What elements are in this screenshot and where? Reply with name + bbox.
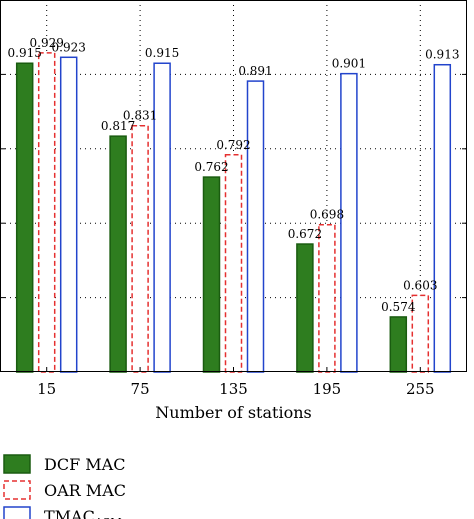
bar-dcf-mac-15 xyxy=(15,62,34,373)
bars xyxy=(15,52,452,373)
x-axis-ticks: 15 75 135 195 255 xyxy=(37,367,435,398)
bar-dcf-mac-255 xyxy=(389,316,408,373)
legend-swatch xyxy=(3,480,31,500)
data-label: 0.915 xyxy=(145,46,179,60)
data-label: 0.762 xyxy=(194,160,228,174)
data-label: 0.792 xyxy=(216,138,250,152)
legend-label: TMACASM xyxy=(44,507,122,519)
bar-tmac-135 xyxy=(246,80,265,373)
bar-tmac-195 xyxy=(340,72,358,373)
x-tick-label: 195 xyxy=(313,380,342,398)
x-tick-label: 15 xyxy=(37,380,56,398)
data-label: 0.891 xyxy=(238,64,272,78)
data-label: 0.901 xyxy=(332,57,366,71)
data-label: 0.817 xyxy=(101,119,135,133)
data-label: 0.698 xyxy=(310,208,344,222)
x-axis-title: Number of stations xyxy=(155,403,311,422)
bar-tmac-15 xyxy=(59,56,78,373)
legend-label: OAR MAC xyxy=(44,481,126,500)
x-tick-label: 75 xyxy=(131,380,150,398)
x-tick-label: 135 xyxy=(219,380,248,398)
bar-oar-mac-195 xyxy=(318,223,336,373)
legend-label: DCF MAC xyxy=(44,455,125,474)
bar-oar-mac-135 xyxy=(224,154,243,373)
data-label: 0.913 xyxy=(425,48,459,62)
data-label: 0.831 xyxy=(123,109,157,123)
legend-swatch xyxy=(3,506,31,519)
data-label: 0.672 xyxy=(288,227,322,241)
legend-swatch xyxy=(3,454,31,474)
bar-oar-mac-75 xyxy=(131,124,149,373)
value-labels: 0.915 0.817 0.762 0.672 0.574 0.929 0.831 0.792… xyxy=(8,36,460,314)
bar-tmac-255 xyxy=(433,63,452,373)
data-label: 0.574 xyxy=(381,300,416,314)
data-label: 0.603 xyxy=(403,278,437,292)
data-label: 0.929 xyxy=(30,36,64,50)
bar-dcf-mac-195 xyxy=(296,243,314,373)
data-label: 0.923 xyxy=(52,40,86,54)
bar-oar-mac-15 xyxy=(37,52,56,373)
legend: DCF MAC OAR MAC TMACASM xyxy=(3,454,126,519)
data-label: 0.915 xyxy=(8,46,42,60)
bar-dcf-mac-135 xyxy=(202,176,221,373)
x-tick-label: 255 xyxy=(406,380,435,398)
bar-dcf-mac-75 xyxy=(109,135,127,373)
